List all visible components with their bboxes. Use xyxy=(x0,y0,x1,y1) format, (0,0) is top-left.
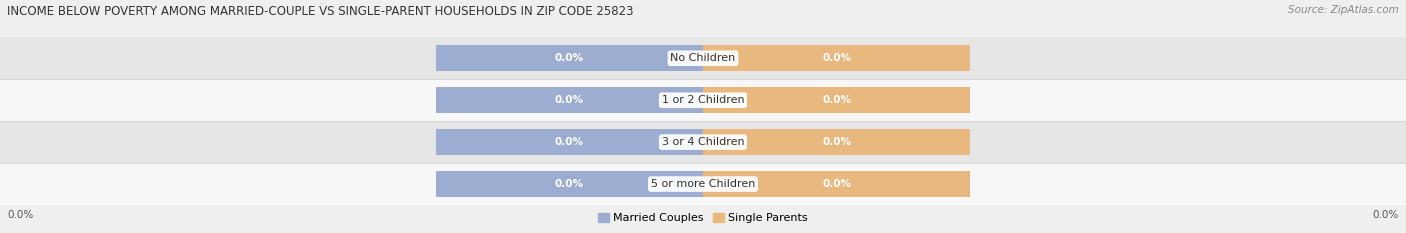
Text: 5 or more Children: 5 or more Children xyxy=(651,179,755,189)
Text: 0.0%: 0.0% xyxy=(823,53,851,63)
Text: Source: ZipAtlas.com: Source: ZipAtlas.com xyxy=(1288,5,1399,15)
Text: 3 or 4 Children: 3 or 4 Children xyxy=(662,137,744,147)
Text: 0.0%: 0.0% xyxy=(555,137,583,147)
Text: 0.0%: 0.0% xyxy=(555,179,583,189)
Bar xyxy=(703,87,970,113)
Bar xyxy=(703,129,970,155)
Bar xyxy=(703,171,970,197)
Text: INCOME BELOW POVERTY AMONG MARRIED-COUPLE VS SINGLE-PARENT HOUSEHOLDS IN ZIP COD: INCOME BELOW POVERTY AMONG MARRIED-COUPL… xyxy=(7,5,634,18)
Bar xyxy=(436,45,703,71)
Text: 0.0%: 0.0% xyxy=(1372,210,1399,220)
Bar xyxy=(436,87,703,113)
Text: 0.0%: 0.0% xyxy=(7,210,34,220)
Bar xyxy=(703,45,970,71)
Text: 0.0%: 0.0% xyxy=(823,95,851,105)
Text: No Children: No Children xyxy=(671,53,735,63)
Legend: Married Couples, Single Parents: Married Couples, Single Parents xyxy=(593,208,813,227)
Text: 0.0%: 0.0% xyxy=(555,95,583,105)
Bar xyxy=(0,121,1406,163)
Bar xyxy=(436,129,703,155)
Bar xyxy=(0,163,1406,205)
Text: 0.0%: 0.0% xyxy=(555,53,583,63)
Text: 0.0%: 0.0% xyxy=(823,179,851,189)
Bar xyxy=(436,171,703,197)
Text: 0.0%: 0.0% xyxy=(823,137,851,147)
Bar xyxy=(0,79,1406,121)
Text: 1 or 2 Children: 1 or 2 Children xyxy=(662,95,744,105)
Bar xyxy=(0,37,1406,79)
